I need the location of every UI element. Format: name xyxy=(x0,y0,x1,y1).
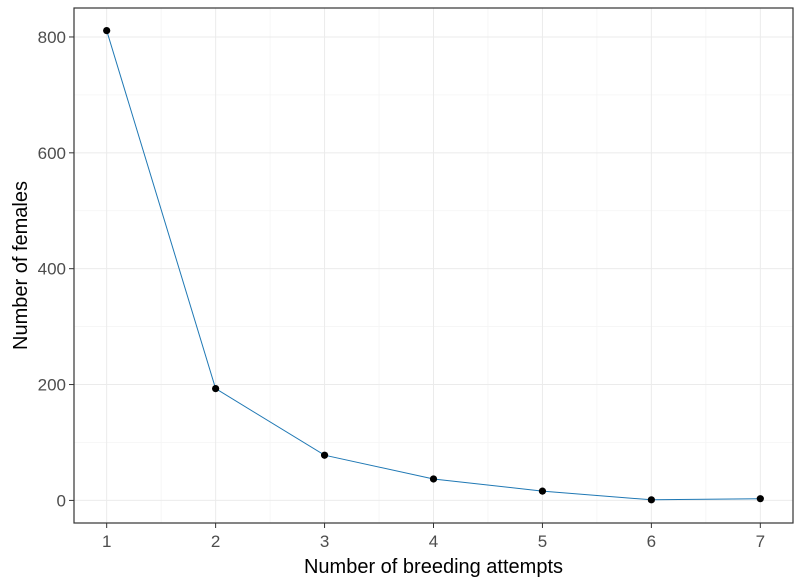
y-tick-label: 400 xyxy=(38,260,66,279)
data-point xyxy=(429,475,438,483)
y-axis-title: Number of females xyxy=(10,181,32,350)
x-axis-title: Number of breeding attempts xyxy=(304,556,563,578)
x-axis: 1 2 3 4 5 6 7 xyxy=(102,523,765,551)
x-tick-label: 3 xyxy=(320,532,329,551)
x-tick-label: 4 xyxy=(429,532,438,551)
grid-major-lines xyxy=(74,8,793,523)
y-tick-label: 200 xyxy=(38,376,66,395)
y-tick-label: 0 xyxy=(57,491,66,510)
data-point xyxy=(647,496,655,504)
data-point xyxy=(320,451,329,459)
series-layer xyxy=(103,26,764,504)
x-tick-label: 2 xyxy=(211,532,220,551)
x-tick-label: 5 xyxy=(538,532,547,551)
y-tick-label: 800 xyxy=(38,28,66,47)
data-point xyxy=(212,385,220,393)
data-point xyxy=(756,495,764,503)
y-axis: 0 200 400 600 800 xyxy=(38,28,74,510)
x-tick-label: 6 xyxy=(647,532,656,551)
data-point xyxy=(538,487,547,495)
y-tick-label: 600 xyxy=(38,144,66,163)
data-point xyxy=(103,26,111,35)
x-tick-label: 1 xyxy=(102,532,111,551)
x-tick-label: 7 xyxy=(756,532,765,551)
